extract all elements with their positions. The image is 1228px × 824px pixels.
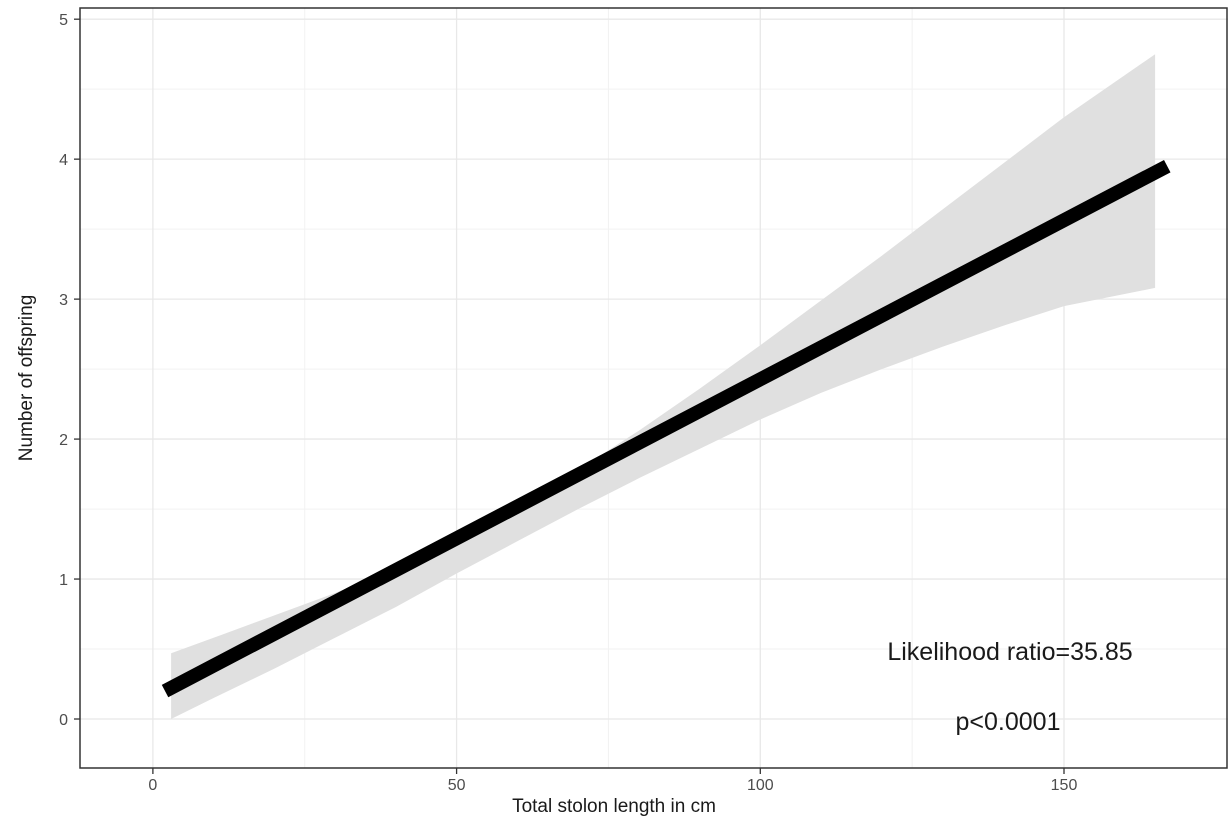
- y-tick-label: 1: [59, 572, 68, 589]
- y-tick-label: 4: [59, 152, 68, 169]
- x-tick-label: 50: [448, 777, 466, 794]
- likelihood-ratio-annotation: Likelihood ratio=35.85: [887, 638, 1132, 666]
- panel-border: [79, 7, 1228, 769]
- y-tick-label: 3: [59, 292, 68, 309]
- x-tick-label: 0: [148, 777, 157, 794]
- y-tick-label: 2: [59, 432, 68, 449]
- y-tick-label: 0: [59, 712, 68, 729]
- x-tick-label: 150: [1051, 777, 1078, 794]
- axes: 0 50 100 150 0 1 2 3 4 5: [59, 12, 1077, 794]
- confidence-band: [171, 54, 1156, 719]
- y-axis-title: Number of offspring: [16, 295, 37, 462]
- x-tick-label: 100: [747, 777, 774, 794]
- x-axis-title: Total stolon length in cm: [512, 796, 716, 817]
- regression-line: [161, 159, 1171, 698]
- y-tick-label: 5: [59, 12, 68, 29]
- p-value-annotation: p<0.0001: [956, 708, 1061, 736]
